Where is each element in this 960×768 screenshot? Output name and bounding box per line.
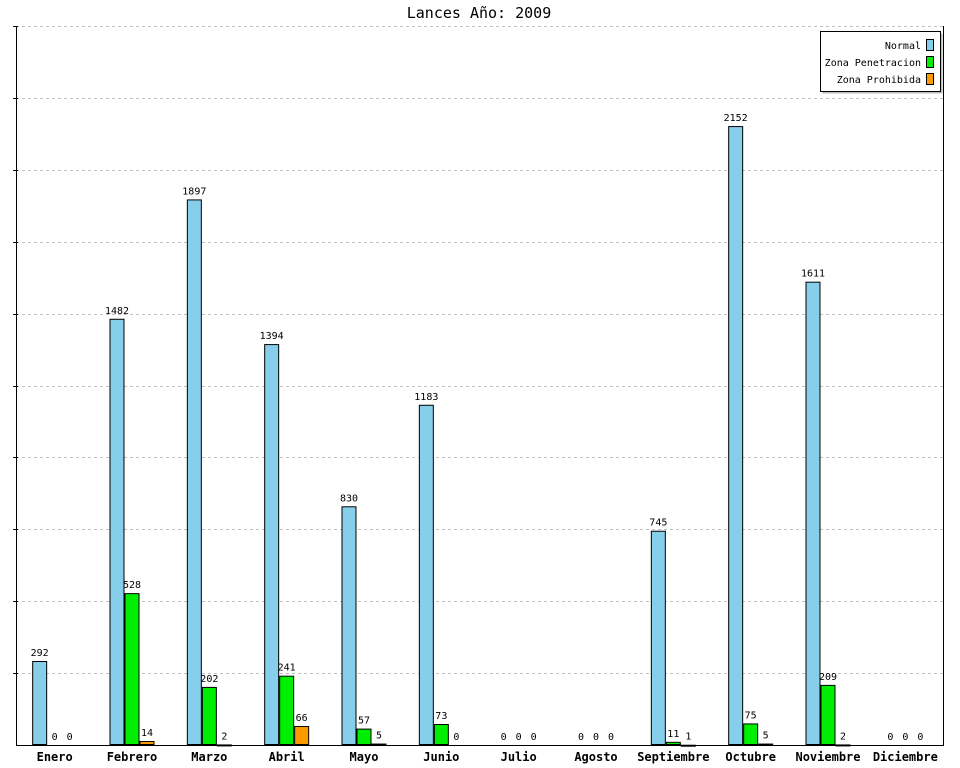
data-label: 57: [358, 716, 370, 727]
legend-label: Normal: [885, 41, 921, 52]
x-tick-label: Diciembre: [873, 750, 938, 764]
data-label: 1394: [260, 331, 284, 342]
data-label: 1482: [105, 306, 129, 317]
data-label: 73: [435, 711, 447, 722]
x-tick-label: Marzo: [191, 750, 227, 764]
bar-normal: [109, 318, 125, 745]
x-tick-label: Enero: [37, 750, 73, 764]
data-label: 0: [531, 732, 537, 743]
x-tick-label: Junio: [423, 750, 459, 764]
bar-normal: [32, 661, 48, 746]
data-label: 0: [917, 732, 923, 743]
data-label: 209: [819, 672, 837, 683]
data-label: 0: [578, 732, 584, 743]
data-label: 5: [763, 731, 769, 742]
data-label: 0: [501, 732, 507, 743]
data-label: 66: [296, 713, 308, 724]
data-label: 0: [52, 732, 58, 743]
x-tick-label: Febrero: [107, 750, 158, 764]
bar-zona-penetracion: [820, 684, 836, 745]
data-label: 2: [221, 731, 227, 742]
x-tick-label: Noviembre: [795, 750, 860, 764]
bars: [32, 126, 851, 747]
data-label: 2152: [724, 113, 748, 124]
bar-zona-prohibida: [371, 743, 387, 746]
data-label: 0: [887, 732, 893, 743]
data-label: 2: [840, 731, 846, 742]
x-tick-label: Julio: [501, 750, 537, 764]
bar-zona-penetracion: [433, 724, 449, 745]
data-label: 0: [453, 732, 459, 743]
bar-normal: [805, 281, 821, 745]
bar-normal: [341, 506, 357, 745]
bar-zona-penetracion: [279, 675, 295, 746]
x-tick-label: Mayo: [350, 750, 379, 764]
data-label: 75: [745, 710, 757, 721]
data-label: 202: [200, 674, 218, 685]
bar-zona-penetracion: [743, 723, 759, 745]
data-label: 528: [123, 580, 141, 591]
legend-swatch: [926, 56, 934, 68]
legend-label: Zona Penetracion: [825, 58, 921, 69]
bar-normal: [650, 530, 666, 745]
data-label: 5: [376, 731, 382, 742]
bar-zona-prohibida: [139, 740, 155, 745]
axes: Enero Febrero Marzo Abril Mayo Junio Julio Agos…: [13, 26, 944, 764]
data-label: 11: [667, 729, 679, 740]
bar-zona-penetracion: [665, 741, 681, 746]
data-label: 1611: [801, 269, 825, 280]
legend-swatch: [926, 39, 934, 51]
data-label: 1897: [182, 186, 206, 197]
bar-normal: [186, 199, 202, 746]
x-tick-label: Octubre: [725, 750, 776, 764]
bar-zona-penetracion: [201, 686, 217, 745]
legend: Normal Zona Penetracion Zona Prohibida: [820, 31, 943, 94]
x-tick-label: Abril: [269, 750, 305, 764]
data-label: 745: [649, 518, 667, 529]
bar-zona-penetracion: [356, 728, 372, 746]
legend-swatch: [926, 73, 934, 85]
data-label: 1: [685, 732, 691, 743]
data-label: 0: [67, 732, 73, 743]
x-tick-label: Septiembre: [637, 750, 709, 764]
data-label: 241: [278, 663, 296, 674]
data-label: 292: [31, 648, 49, 659]
data-label: 0: [608, 732, 614, 743]
data-label: 14: [141, 728, 153, 739]
bar-zona-penetracion: [124, 593, 140, 746]
data-label: 0: [593, 732, 599, 743]
legend-box: [820, 31, 941, 92]
bar-zona-prohibida: [294, 726, 310, 745]
legend-label: Zona Prohibida: [837, 75, 921, 86]
grid-lines: [16, 26, 944, 674]
bar-zona-prohibida: [758, 743, 774, 746]
data-label: 0: [516, 732, 522, 743]
bar-normal: [418, 404, 434, 745]
bar-normal: [264, 344, 280, 745]
chart-title: Lances Año: 2009: [407, 4, 552, 22]
x-tick-label: Agosto: [574, 750, 617, 764]
bar-normal: [728, 126, 744, 746]
data-label: 1183: [414, 392, 438, 403]
data-label: 0: [902, 732, 908, 743]
data-label: 830: [340, 493, 358, 504]
